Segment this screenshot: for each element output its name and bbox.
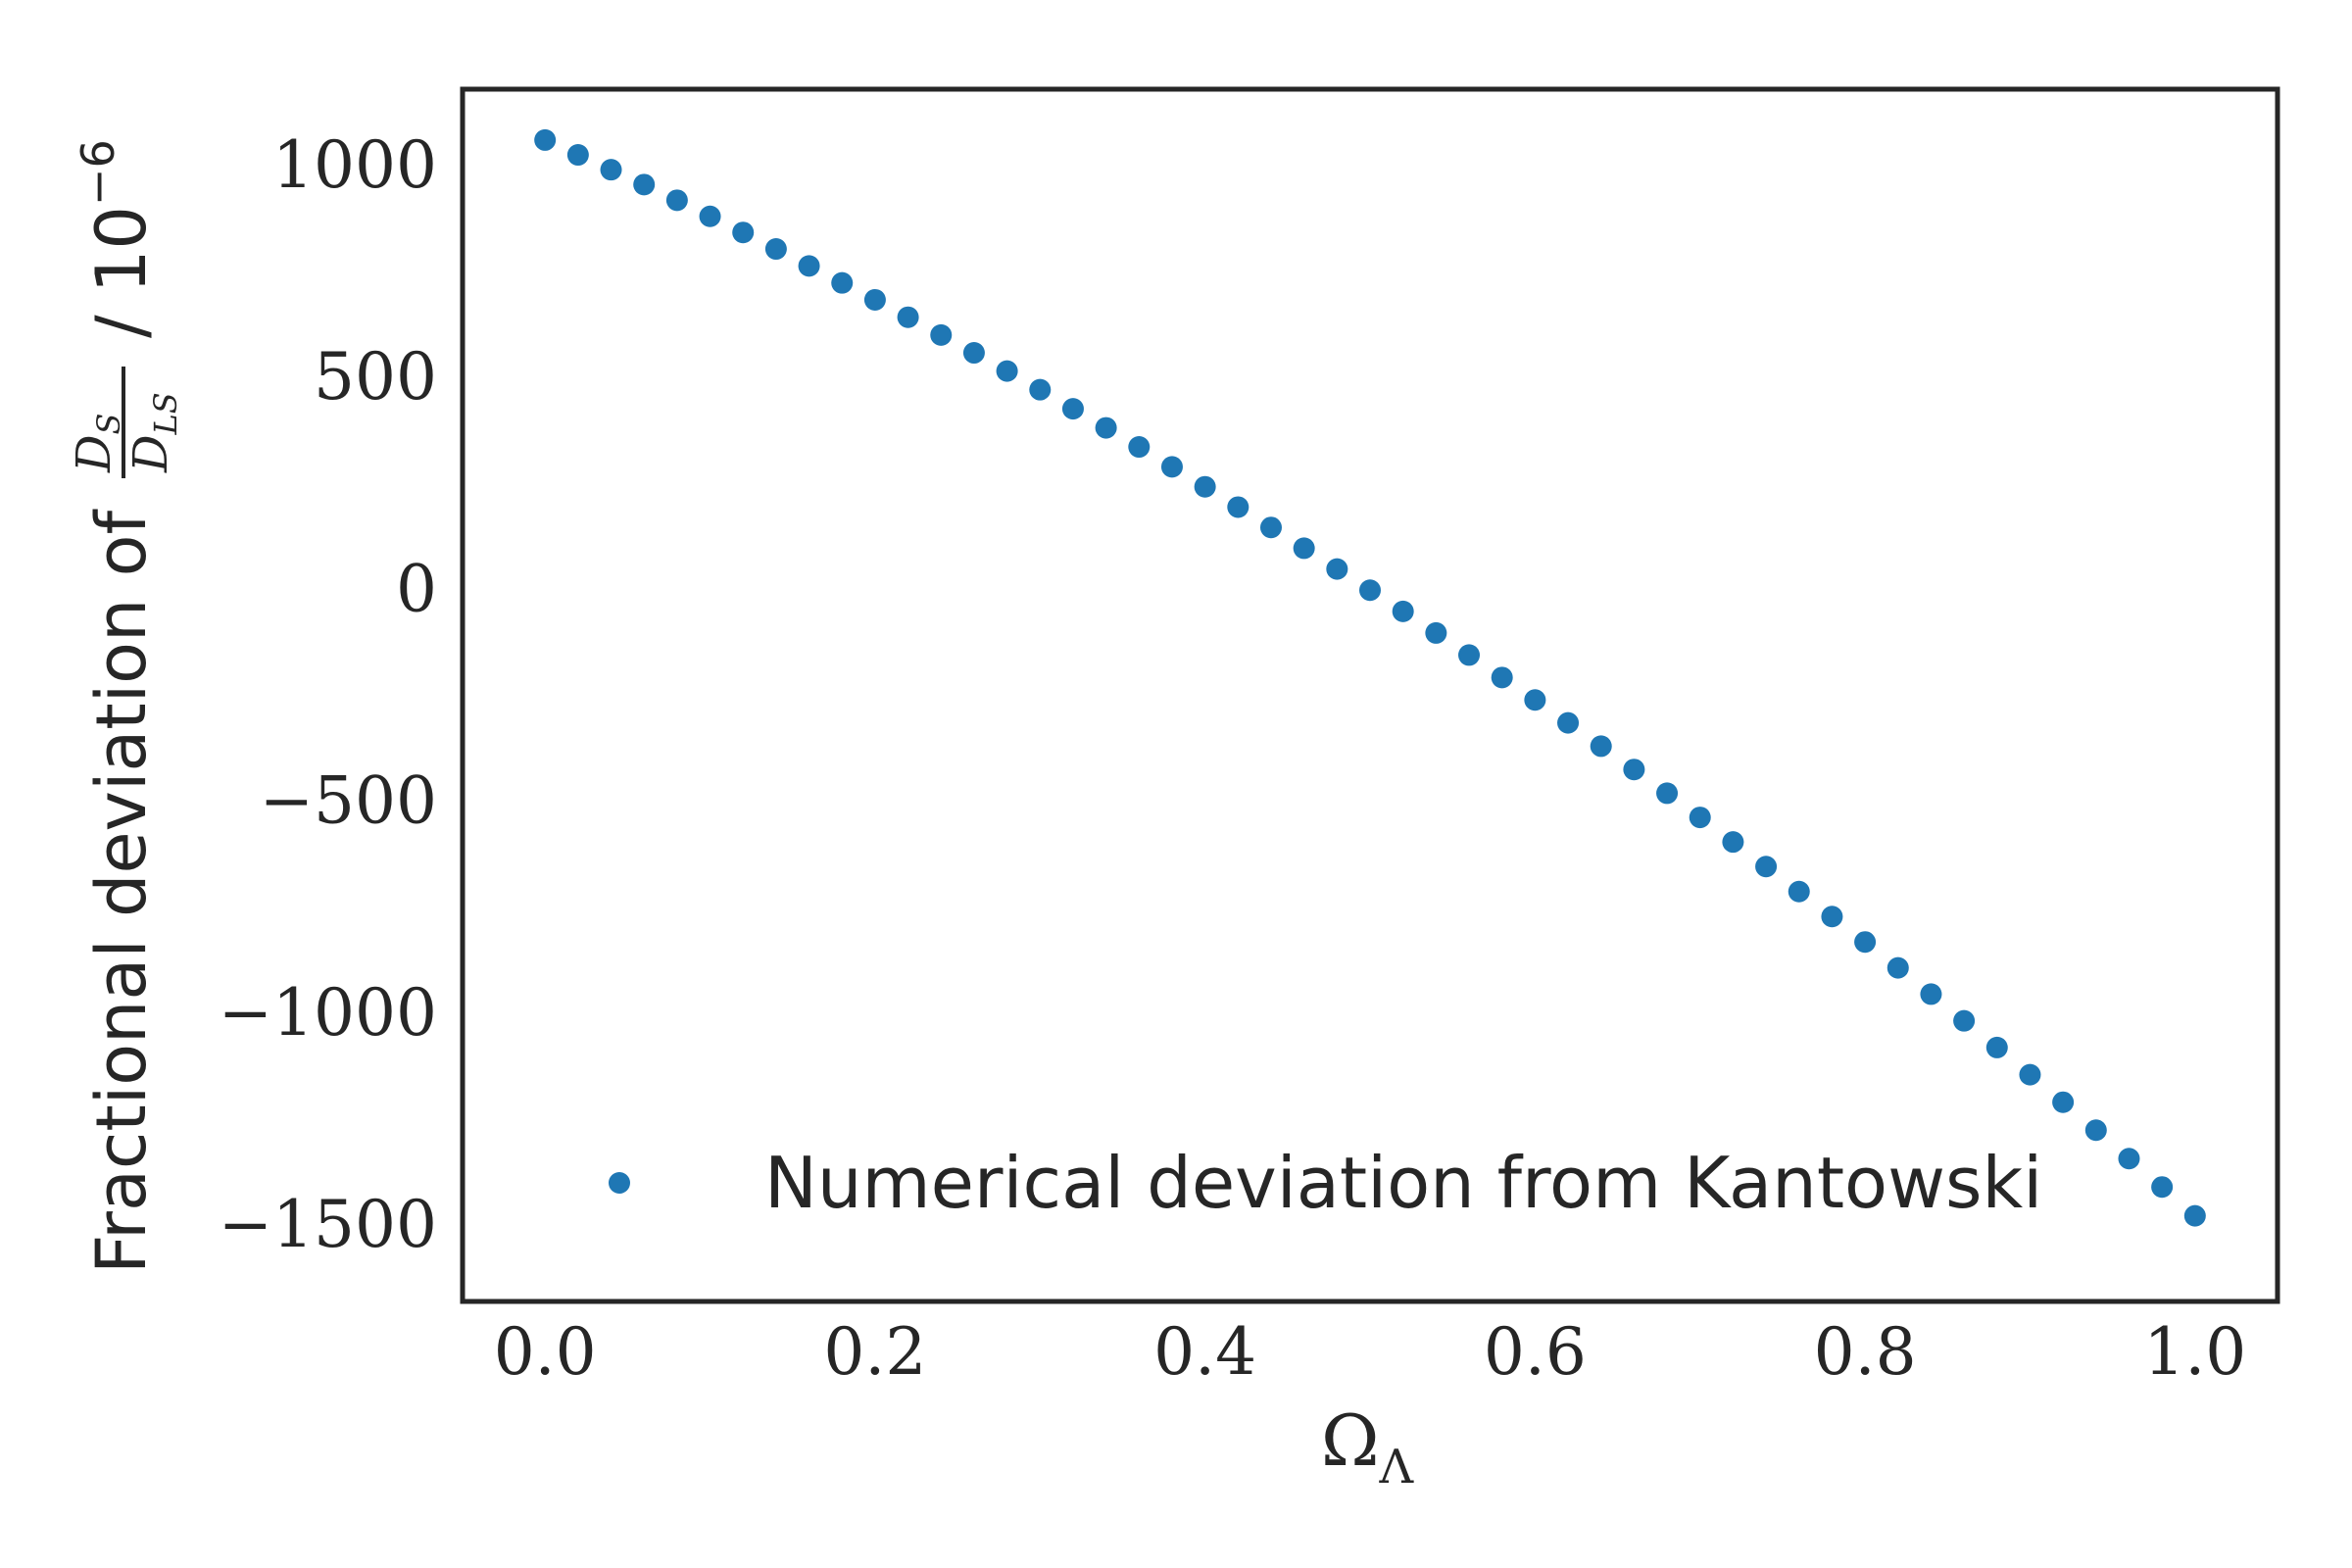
data-point [2118, 1148, 2140, 1170]
data-point [1985, 1036, 2008, 1058]
y-tick-label: 1000 [272, 127, 437, 203]
data-point [1755, 856, 1778, 878]
data-point [863, 288, 886, 311]
y-axis-label-unit: / 10−6 [72, 139, 162, 338]
x-tick-labels: 0.0 0.2 0.4 0.6 0.8 1.0 [494, 1314, 2247, 1390]
unit-exponent: −6 [72, 139, 124, 206]
data-point [1293, 537, 1315, 560]
data-point [1061, 398, 1084, 420]
data-point [665, 189, 688, 212]
data-point [1227, 496, 1250, 518]
data-point [1392, 600, 1414, 622]
data-point [1194, 475, 1216, 498]
data-point [2019, 1063, 2041, 1086]
y-tick-labels: 1000 500 0 −500 −1000 −1500 [219, 127, 437, 1262]
x-tick-label: 1.0 [2143, 1314, 2246, 1390]
data-point [534, 128, 557, 151]
x-axis-label: ΩΛ [1321, 1399, 1415, 1494]
data-point [1920, 983, 1942, 1005]
x-axis-label-sub: Λ [1379, 1440, 1415, 1494]
numerator-sub: S [90, 414, 127, 435]
data-point [1689, 807, 1711, 829]
y-tick-label: 500 [314, 339, 437, 415]
data-point [2052, 1091, 2075, 1113]
data-point [1160, 456, 1183, 478]
x-axis-label-main: Ω [1321, 1399, 1380, 1482]
data-point [1722, 831, 1744, 854]
data-point [1854, 931, 1877, 954]
data-point [962, 342, 985, 365]
data-point [1458, 644, 1481, 666]
data-point [798, 255, 820, 277]
plot-frame [460, 86, 2280, 1304]
y-tick-label: −1500 [219, 1187, 437, 1262]
data-point [633, 173, 656, 196]
legend-label: Numerical deviation from Kantowski [764, 1142, 2042, 1224]
denominator-main: D [123, 435, 178, 473]
data-point [1821, 906, 1843, 928]
legend-marker [609, 1172, 630, 1194]
data-point [2183, 1204, 2206, 1227]
x-tick-label: 0.0 [494, 1314, 597, 1390]
data-point [1886, 956, 1909, 979]
x-tick-label: 0.8 [1814, 1314, 1917, 1390]
data-point [930, 323, 953, 346]
numerator-main: D [67, 435, 122, 473]
y-axis-label-numerator: DS [67, 414, 127, 473]
data-point [897, 306, 919, 328]
data-point [1029, 378, 1052, 401]
x-tick-label: 0.4 [1153, 1314, 1256, 1390]
data-point [2151, 1176, 2174, 1199]
legend: Numerical deviation from Kantowski [609, 1142, 2042, 1224]
data-point [1095, 416, 1117, 439]
data-point [1491, 666, 1513, 689]
data-point [1524, 689, 1546, 711]
denominator-sub: LS [147, 392, 184, 435]
data-point [1953, 1009, 1976, 1032]
unit-base: / 10 [81, 206, 162, 338]
data-point [2084, 1119, 2107, 1142]
data-point [996, 360, 1018, 382]
y-tick-label: 0 [396, 551, 437, 626]
data-point [1656, 782, 1679, 805]
data-point [1590, 735, 1612, 758]
data-point [831, 271, 854, 294]
y-axis-label: Fractional deviation of DS DLS / 10−6 [67, 139, 184, 1274]
data-point [1326, 558, 1348, 580]
data-point [566, 144, 589, 167]
y-tick-label: −500 [260, 763, 437, 839]
x-tick-label: 0.6 [1484, 1314, 1587, 1390]
y-axis-label-text: Fractional deviation of [81, 510, 162, 1274]
data-point [1623, 759, 1645, 781]
data-point [1259, 516, 1282, 539]
data-point [764, 238, 787, 261]
y-axis-label-denominator: DLS [123, 392, 184, 473]
data-point [1128, 436, 1151, 459]
data-point [699, 205, 721, 227]
y-axis-label-fraction: DS DLS [67, 367, 184, 478]
data-points [534, 128, 2206, 1227]
data-point [1425, 621, 1447, 644]
data-point [1557, 711, 1580, 734]
data-point [1359, 579, 1381, 602]
data-point [732, 221, 755, 244]
data-point [1788, 880, 1810, 903]
x-tick-label: 0.2 [823, 1314, 926, 1390]
y-tick-label: −1000 [219, 975, 437, 1051]
data-point [600, 159, 622, 181]
